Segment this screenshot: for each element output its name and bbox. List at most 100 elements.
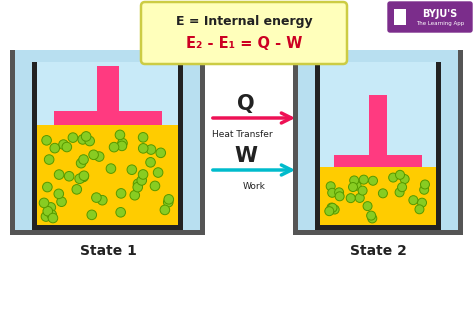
Circle shape	[395, 188, 404, 197]
Bar	[458, 50, 463, 235]
Circle shape	[72, 184, 82, 194]
Circle shape	[355, 193, 364, 203]
Circle shape	[79, 172, 89, 182]
Circle shape	[138, 133, 148, 142]
Bar	[320, 62, 436, 230]
Bar	[369, 95, 387, 155]
Circle shape	[79, 155, 88, 164]
Circle shape	[137, 176, 146, 185]
Circle shape	[363, 202, 372, 210]
Circle shape	[400, 175, 409, 184]
Circle shape	[78, 172, 88, 182]
Circle shape	[57, 197, 66, 206]
Circle shape	[64, 171, 74, 181]
Circle shape	[130, 191, 139, 200]
Circle shape	[156, 148, 165, 158]
Bar	[37, 62, 179, 230]
Text: The Learning App: The Learning App	[416, 22, 464, 27]
Circle shape	[46, 203, 55, 212]
Circle shape	[117, 141, 127, 151]
Text: W: W	[235, 146, 257, 166]
Circle shape	[43, 206, 53, 216]
Circle shape	[133, 179, 143, 189]
Circle shape	[164, 197, 173, 207]
Circle shape	[395, 170, 404, 179]
Circle shape	[146, 145, 156, 154]
Circle shape	[91, 193, 101, 202]
Circle shape	[358, 186, 367, 195]
Bar	[293, 50, 298, 235]
Circle shape	[75, 174, 84, 184]
Circle shape	[79, 171, 89, 181]
Circle shape	[50, 143, 60, 153]
Circle shape	[116, 189, 126, 198]
Bar	[334, 155, 422, 167]
Circle shape	[368, 176, 377, 185]
Circle shape	[346, 194, 355, 203]
Circle shape	[68, 133, 78, 142]
Circle shape	[359, 175, 368, 184]
Circle shape	[78, 135, 88, 144]
Bar	[37, 125, 179, 225]
Circle shape	[327, 203, 336, 212]
Circle shape	[62, 142, 72, 152]
Circle shape	[325, 207, 334, 216]
Circle shape	[98, 195, 107, 205]
Circle shape	[419, 185, 428, 194]
Bar	[315, 225, 441, 230]
Bar	[54, 111, 162, 125]
Text: BYJU'S: BYJU'S	[422, 9, 457, 19]
Circle shape	[41, 212, 51, 221]
Bar	[315, 62, 320, 230]
FancyBboxPatch shape	[388, 2, 472, 32]
Circle shape	[368, 214, 377, 223]
Circle shape	[367, 211, 376, 220]
Circle shape	[415, 205, 424, 214]
Circle shape	[326, 182, 335, 191]
Circle shape	[45, 155, 54, 164]
Text: E₂ - E₁ = Q - W: E₂ - E₁ = Q - W	[186, 36, 302, 51]
Circle shape	[138, 170, 148, 179]
Text: State 1: State 1	[80, 244, 137, 258]
Circle shape	[55, 170, 64, 179]
Circle shape	[146, 158, 155, 167]
Circle shape	[89, 150, 99, 159]
FancyBboxPatch shape	[141, 2, 347, 64]
Bar	[10, 230, 206, 235]
Circle shape	[138, 144, 148, 153]
Circle shape	[118, 138, 128, 148]
Circle shape	[106, 164, 116, 173]
Circle shape	[420, 180, 429, 189]
Bar	[33, 225, 183, 230]
Bar	[10, 50, 16, 235]
Bar	[201, 50, 206, 235]
Circle shape	[335, 192, 344, 201]
Bar	[33, 62, 37, 230]
Circle shape	[328, 188, 337, 197]
Circle shape	[39, 198, 49, 208]
Circle shape	[350, 176, 359, 185]
Circle shape	[47, 210, 56, 219]
Circle shape	[59, 140, 68, 149]
Circle shape	[127, 165, 137, 175]
Text: Q: Q	[237, 94, 255, 114]
Bar	[97, 66, 119, 111]
Circle shape	[328, 203, 337, 212]
Circle shape	[133, 182, 143, 192]
Circle shape	[76, 158, 86, 168]
Text: State 2: State 2	[349, 244, 406, 258]
Circle shape	[85, 136, 94, 146]
Circle shape	[109, 142, 119, 152]
Text: E = Internal energy: E = Internal energy	[176, 16, 312, 29]
Circle shape	[82, 132, 91, 141]
Bar	[179, 62, 183, 230]
Bar	[293, 230, 463, 235]
Circle shape	[352, 181, 361, 190]
Circle shape	[153, 168, 163, 177]
Bar	[320, 167, 436, 225]
Text: Work: Work	[243, 182, 265, 191]
Circle shape	[150, 181, 160, 191]
Circle shape	[116, 208, 126, 217]
Bar	[293, 50, 463, 235]
Circle shape	[348, 183, 357, 191]
